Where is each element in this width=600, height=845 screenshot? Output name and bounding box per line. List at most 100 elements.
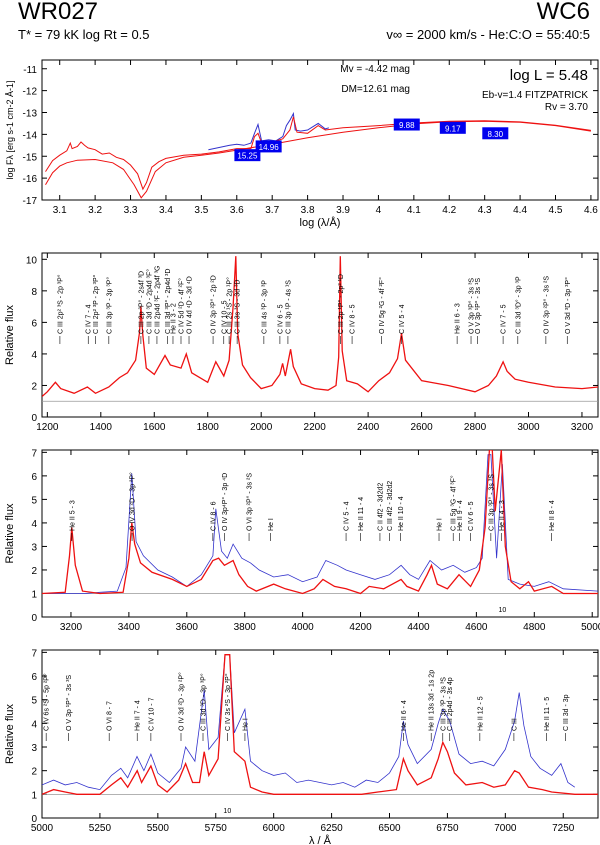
line-id-label: C IV 6 - 5 — [468, 501, 475, 531]
x-tick-label: 1600 — [143, 422, 166, 433]
line-id-label: C III 3d ³D - 3p ³P° — [200, 673, 208, 731]
line-id-label: O IV 3p ²P° - 3s ²S — [542, 276, 550, 334]
x-tick-label: 2000 — [250, 422, 273, 433]
photometry-box — [482, 127, 509, 140]
line-id-label: He I — [268, 518, 275, 531]
line-id-label: O IV 3p ²P° - 2p ²D — [210, 275, 218, 334]
line-id-label: C IV 6 - 5 — [277, 304, 284, 334]
x-tick-label: 4.1 — [407, 205, 421, 216]
inset-scale-label: 10 — [223, 808, 231, 815]
x-tick-label: 3400 — [118, 622, 141, 633]
x-tick-label: 7250 — [552, 823, 575, 834]
x-axis-label: log (λ/Å) — [300, 216, 341, 229]
y-tick-label: 2 — [31, 381, 37, 392]
sed-info-dm: DM=12.61 mag — [341, 84, 410, 95]
y-tick-label: 2 — [31, 767, 37, 778]
line-id-label: He II 3 - 2 — [170, 303, 177, 334]
line-id-label: He II 6 - 3 — [455, 303, 462, 334]
y-tick-label: 6 — [31, 318, 37, 329]
x-tick-label: 3.8 — [301, 205, 315, 216]
x-tick-label: 2400 — [357, 422, 380, 433]
x-tick-label: 5250 — [89, 823, 112, 834]
x-tick-label: 3.2 — [88, 205, 102, 216]
photometry-label: 9.88 — [399, 121, 415, 130]
line-id-label: C III 2p4d - 3s 4p — [447, 677, 454, 731]
line-id-label: C IV 10 - 7 — [148, 697, 155, 731]
photometry-label: 8.30 — [488, 130, 504, 139]
line-id-label: He II 11 - 4 — [358, 497, 365, 531]
y-tick-label: 2 — [31, 566, 37, 577]
plot-area — [42, 450, 598, 595]
stellar-parameters: T* = 79 kK log Rt = 0.5 — [18, 27, 150, 42]
line-id-label: C IV 8 - 5 — [350, 304, 357, 334]
plot-frame — [41, 449, 599, 618]
x-tick-label: 4200 — [349, 622, 372, 633]
y-tick-label: 0 — [31, 413, 37, 424]
x-tick-label: 3.4 — [159, 205, 173, 216]
line-id-label: C III 2s ¹S - 2p ¹P° — [226, 277, 234, 334]
x-tick-label: 6000 — [263, 823, 286, 834]
x-tick-label: 6750 — [436, 823, 459, 834]
model-spectrum — [42, 450, 598, 595]
line-id-label: He II 7 - 4 — [135, 700, 142, 731]
y-tick-label: -14 — [23, 130, 38, 141]
y-tick-label: -15 — [23, 152, 38, 163]
x-tick-label: 3.6 — [230, 205, 244, 216]
line-id-label: O IV 4d ⁴D - 3d ⁴D — [187, 276, 194, 334]
sed-info-mv: Mv = -4.42 mag — [340, 64, 410, 75]
line-id-label: He II 9 - 4 — [457, 500, 464, 531]
y-tick-label: 6 — [31, 672, 37, 683]
sed-info-ebv: Eb-v=1.4 FITZPATRICK — [482, 90, 588, 101]
photometry-box — [439, 121, 466, 134]
line-id-label: C IV 5 - 4 — [399, 304, 406, 334]
y-tick-label: 1 — [31, 589, 37, 600]
photometry-label: 14.96 — [259, 143, 280, 152]
y-tick-label: 0 — [31, 613, 37, 624]
line-id-label: O V 3d ³D - 3p ³P° — [564, 277, 572, 334]
y-tick-label: 3 — [31, 542, 37, 553]
plot-frame — [41, 252, 599, 418]
wind-parameters: v∞ = 2000 km/s - He:C:O = 55:40:5 — [386, 27, 590, 42]
panel-opt2: 5000 5250 5500 5750 6000 6250 6500 6750 7000 7250… — [4, 648, 599, 845]
line-id-label: C III 3p ³P - 3s ³S — [440, 677, 447, 731]
y-tick-label: 4 — [31, 519, 37, 530]
line-id-label: C IV 7 - 5 — [501, 304, 508, 334]
line-id-label: C IV 8 - 6 — [210, 501, 217, 531]
x-tick-label: 4800 — [523, 622, 546, 633]
y-axis-label: log Fλ [erg s-1 cm-2 Å-1] — [5, 80, 15, 179]
y-axis-label: Relative flux — [4, 305, 16, 365]
line-id-label: C III — [511, 718, 518, 731]
y-tick-label: 6 — [31, 472, 37, 483]
x-tick-label: 2600 — [410, 422, 433, 433]
y-tick-label: 5 — [31, 495, 37, 506]
line-id-label: C III 5g ³G - 4f ³F° — [450, 475, 458, 531]
line-id-label: C III 2p4d ³F - 2p4f ³G — [154, 266, 161, 334]
line-id-label: C IV 7 - 4 — [86, 304, 93, 334]
x-tick-label: 3200 — [60, 622, 83, 633]
x-tick-label: 4000 — [292, 622, 315, 633]
y-axis-label: Relative flux — [4, 503, 16, 563]
line-id-label: O V 3p ³P° - 3s ³S — [468, 278, 476, 334]
x-tick-label: 5000 — [31, 823, 54, 834]
plot-area — [42, 654, 598, 795]
line-id-label: O IV 3d ²D - 3p ²P° — [129, 472, 137, 531]
x-tick-label: 3.1 — [53, 205, 67, 216]
model-spectrum — [42, 654, 598, 795]
line-id-label: C IV 5d ²D - 4f ²F° — [178, 278, 186, 334]
y-tick-label: -17 — [23, 196, 38, 207]
y-tick-label: -12 — [23, 87, 38, 98]
sed-info-logL: log L = 5.48 — [510, 67, 588, 84]
plot-frame — [41, 59, 599, 201]
star-name: WR027 — [18, 0, 99, 25]
x-tick-label: 5500 — [147, 823, 170, 834]
line-id-label: C III 4s ³P - 3p ³P — [261, 280, 268, 334]
y-tick-label: 3 — [31, 743, 37, 754]
line-id-label: O IV 3d ²D - 3p ²P° — [178, 672, 186, 731]
line-id-label: He II 10 - 4 — [398, 496, 405, 531]
line-id-label: C II 4f2 - 3d2d2 — [377, 483, 384, 531]
model-spectrum — [42, 256, 598, 397]
line-id-label: O VI 3p ²P° - 3s ²S — [246, 473, 254, 531]
line-id-label: C III 3p ¹P - 4s ¹S — [285, 280, 292, 334]
x-tick-label: 3.3 — [124, 205, 138, 216]
